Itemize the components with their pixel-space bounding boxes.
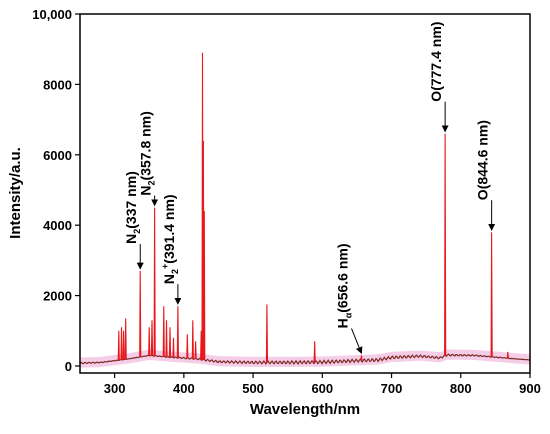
x-tick-label: 700 (381, 381, 403, 396)
peak-annotation-label: O(777.4 nm) (428, 22, 444, 102)
x-tick-label: 800 (450, 381, 472, 396)
spectrum-peak (186, 334, 189, 359)
x-tick-label: 900 (519, 381, 541, 396)
peak-annotation-label: Hα(656.6 nm) (335, 243, 354, 328)
spectrum-peak (139, 270, 142, 357)
peak-annotation-label: N2+(391.4 nm) (160, 194, 180, 284)
y-tick-label: 0 (65, 359, 72, 374)
y-axis: 0 2000 4000 6000 8000 10,000 (32, 7, 80, 374)
spectrum-peak (122, 330, 125, 360)
peak-annotation-label: N2(357.8 nm) (138, 111, 157, 195)
spectrum-peak (506, 351, 509, 359)
x-tick-label: 600 (311, 381, 333, 396)
spectrum-peak (313, 341, 316, 363)
spectrum-series (79, 52, 530, 365)
peak-annotation-label: N2(337 nm) (123, 171, 142, 244)
x-tick-label: 300 (104, 381, 126, 396)
spectrum-peak (176, 306, 179, 358)
x-tick-label: 400 (173, 381, 195, 396)
spectrum-peak (117, 330, 120, 361)
spectrum-peak (148, 327, 151, 356)
annotation-arrow (351, 328, 363, 355)
x-tick-label: 500 (242, 381, 264, 396)
y-tick-label: 8000 (43, 77, 72, 92)
spectrum-peak (360, 355, 363, 361)
peak-annotation-label: O(844.6 nm) (475, 120, 491, 200)
spectrum-peak (165, 320, 168, 357)
y-axis-title: Intensity/a.u. (7, 147, 24, 239)
y-tick-label: 2000 (43, 289, 72, 304)
spectrum-peak (120, 327, 123, 360)
spectrum-peak (172, 337, 175, 358)
spectrum-peak (490, 232, 493, 357)
spectrum-peak (150, 320, 154, 356)
spectrum-peak (153, 207, 156, 356)
y-tick-label: 6000 (43, 148, 72, 163)
spectrum-peak (194, 341, 197, 359)
y-tick-label: 4000 (43, 218, 72, 233)
spectrum-peak (191, 320, 194, 359)
x-axis-title: Wavelength/nm (250, 401, 360, 418)
spectrum-peak (168, 327, 172, 358)
spectrum-peak (203, 211, 206, 360)
y-tick-label: 10,000 (32, 7, 72, 22)
spectrum-peak (162, 306, 165, 357)
annotations: N2(337 nm)N2(357.8 nm)N2+(391.4 nm) Hα(65… (123, 22, 496, 355)
spectrum-peak (265, 304, 269, 363)
plot-frame (79, 13, 531, 374)
x-axis: 300 400 500 600 700 800 900 (104, 373, 541, 396)
spectrum-peak (124, 318, 127, 360)
spectrum-peak (444, 133, 447, 356)
